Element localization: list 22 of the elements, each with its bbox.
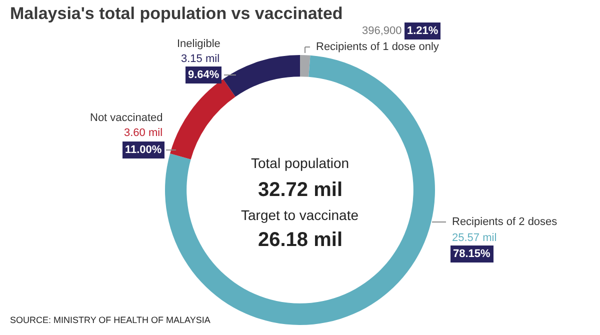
text: 32.72 mil — [258, 179, 343, 201]
slice-label: Recipients of 2 doses — [452, 216, 558, 228]
donut-slice — [165, 55, 435, 325]
donut-slice — [300, 55, 310, 77]
slice-label: Ineligible — [177, 38, 220, 50]
data-label: 9.64% — [188, 69, 220, 81]
slice-label: Not vaccinated — [90, 112, 163, 124]
text: Total population — [251, 155, 350, 171]
chart-title: Malaysia's total population vs vaccinated — [10, 4, 343, 23]
source-note: SOURCE: MINISTRY OF HEALTH OF MALAYSIA — [10, 315, 210, 325]
donut-slice — [223, 55, 300, 97]
data-label: 1.21% — [407, 25, 438, 37]
text: 25.57 mil — [452, 232, 497, 244]
text: Target to vaccinate — [241, 207, 359, 223]
text: 26.18 mil — [258, 229, 343, 251]
text: 3.15 mil — [181, 53, 220, 65]
slice-label: Recipients of 1 dose only — [316, 41, 440, 53]
data-label: 11.00% — [125, 144, 162, 156]
text: 3.60 mil — [124, 127, 163, 139]
data-label: 78.15% — [453, 248, 491, 260]
donut-slice — [170, 79, 236, 160]
text: 396,900 — [362, 25, 402, 37]
